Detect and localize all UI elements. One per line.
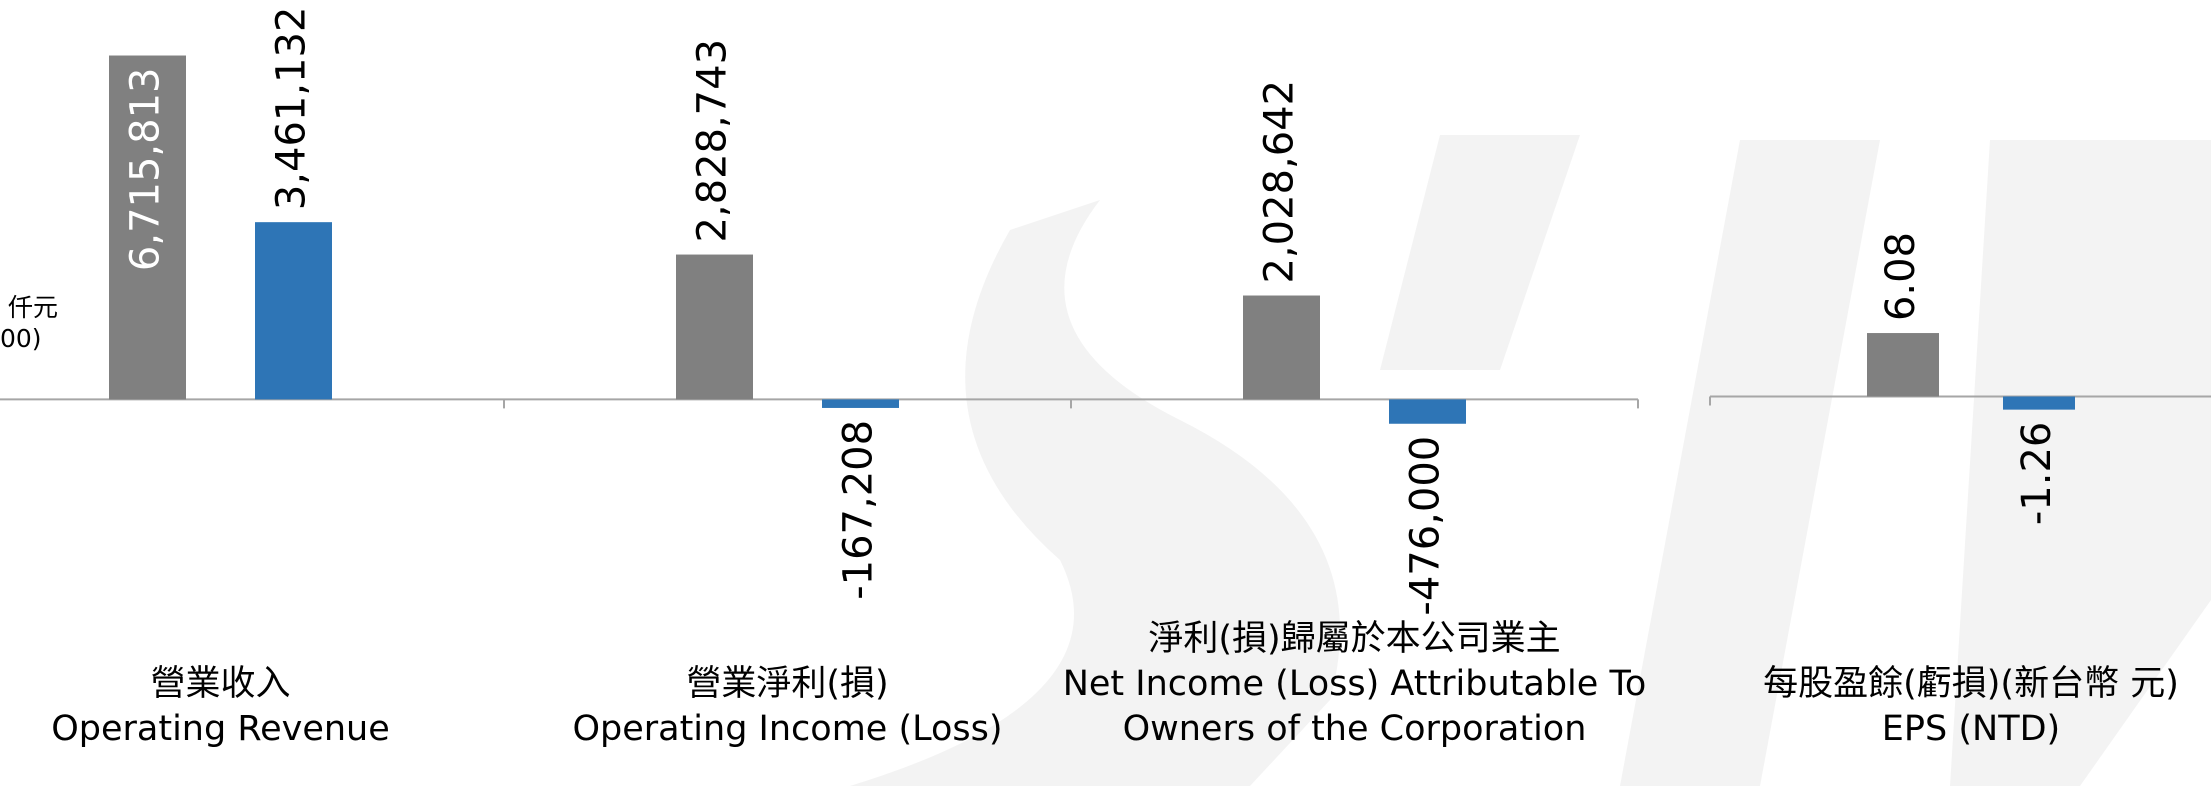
bar <box>1389 399 1466 424</box>
value-label: -167,208 <box>836 420 882 600</box>
bar <box>676 254 753 400</box>
value-label: 3,461,132 <box>269 7 315 211</box>
unit-label: 00) <box>0 324 42 353</box>
x-category-label: 營業收入 <box>150 664 290 704</box>
value-label: 6.08 <box>1878 232 1924 321</box>
x-category-label: 淨利(損)歸屬於本公司業主 <box>1148 619 1560 659</box>
bar <box>1243 295 1320 400</box>
x-category-label: Net Income (Loss) Attributable To <box>1063 664 1647 704</box>
x-category-label: 每股盈餘(虧損)(新台幣 元) <box>1763 664 2179 704</box>
x-category-label: 營業淨利(損) <box>686 664 888 704</box>
x-category-label: EPS (NTD) <box>1882 709 2060 749</box>
bar <box>822 399 899 408</box>
x-category-label: Operating Revenue <box>51 709 390 749</box>
bar <box>109 55 186 400</box>
watermark-shape <box>1950 140 2211 786</box>
watermark-shape <box>850 200 1340 786</box>
watermark-shape <box>1620 140 1880 786</box>
bar <box>1867 333 1939 397</box>
value-label: -1.26 <box>2014 422 2060 525</box>
value-label: -476,000 <box>1403 436 1449 616</box>
watermark <box>850 135 2211 786</box>
x-category-label: Operating Income (Loss) <box>572 709 1002 749</box>
value-label: 2,028,642 <box>1257 80 1303 284</box>
bar <box>2003 396 2075 410</box>
value-label: 2,828,743 <box>690 39 736 243</box>
unit-label: 仟元 <box>8 293 58 322</box>
watermark-shape <box>1380 135 1580 370</box>
value-label: 6,715,813 <box>123 68 169 272</box>
x-category-label: Owners of the Corporation <box>1123 709 1587 749</box>
bar <box>255 222 332 400</box>
